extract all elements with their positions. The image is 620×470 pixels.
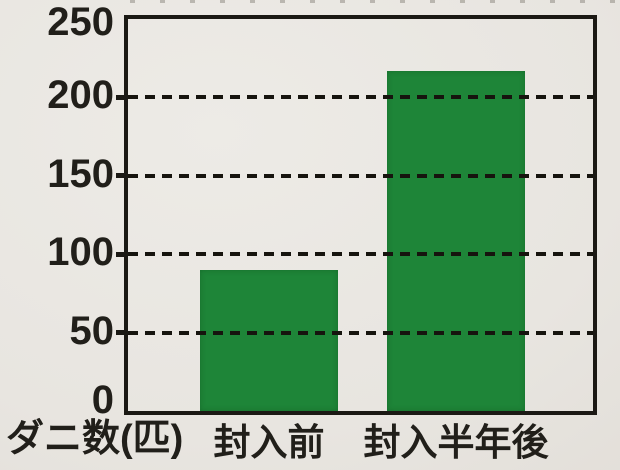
y-tick-label-50: 50 bbox=[69, 308, 115, 353]
y-tick-label-0: 0 bbox=[91, 378, 114, 422]
gridline-50 bbox=[128, 330, 593, 335]
gridline-200 bbox=[128, 95, 593, 100]
y-tick-label-200: 200 bbox=[47, 73, 114, 118]
gridline-150 bbox=[128, 173, 593, 178]
plot-area bbox=[124, 15, 597, 415]
y-tick-mark-50 bbox=[116, 330, 124, 336]
x-tick-label-before-sealing: 封入前 bbox=[213, 422, 325, 463]
bar-before-sealing bbox=[200, 269, 338, 411]
cropped-text-remnant bbox=[130, 0, 618, 3]
bar-half-year-after-sealing bbox=[387, 70, 525, 411]
y-tick-mark-100 bbox=[116, 251, 124, 257]
y-tick-label-100: 100 bbox=[47, 230, 114, 275]
y-tick-mark-200 bbox=[116, 94, 124, 100]
y-tick-label-150: 150 bbox=[47, 151, 114, 196]
y-axis-unit-label: ダニ数(匹) bbox=[6, 418, 184, 460]
y-tick-label-250: 250 bbox=[47, 0, 114, 44]
y-tick-mark-150 bbox=[116, 173, 124, 179]
x-tick-label-half-year-after-sealing: 封入半年後 bbox=[363, 422, 549, 463]
gridline-100 bbox=[128, 252, 593, 257]
